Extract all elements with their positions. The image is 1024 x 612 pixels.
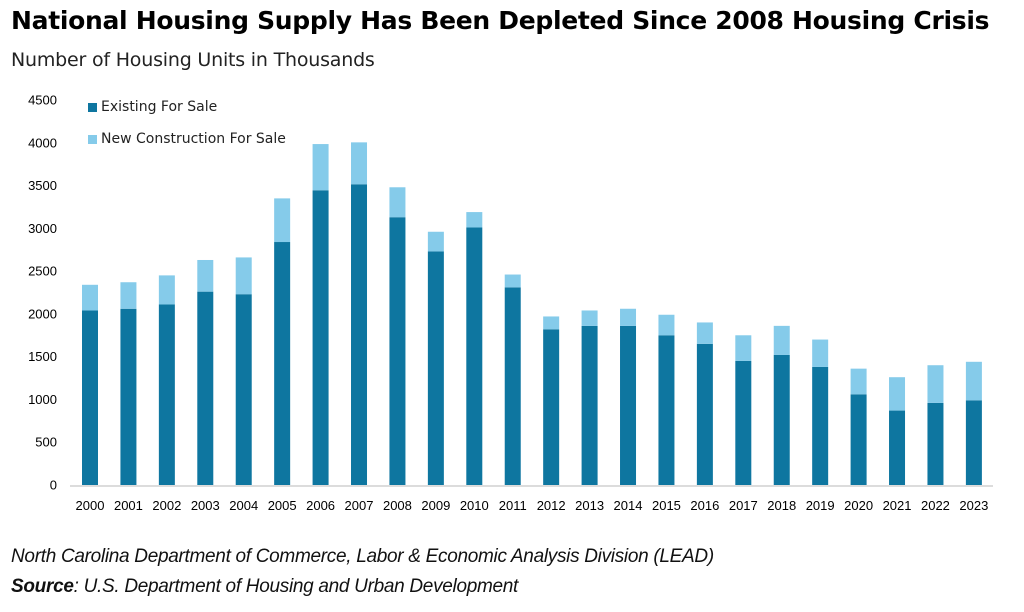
y-tick-label: 4500 [28,93,57,108]
bar-new-construction-2008 [389,187,406,218]
y-tick-label: 1500 [28,349,57,364]
x-tick-label: 2012 [537,498,566,513]
x-tick-label: 2018 [767,498,796,513]
bar-existing-2004 [235,294,252,485]
bar-new-construction-2017 [735,335,752,361]
legend-label-new-construction: New Construction For Sale [101,131,286,147]
bar-new-construction-2018 [773,325,790,355]
bar-existing-2010 [466,227,483,485]
bar-existing-2023 [965,400,982,485]
bar-new-construction-2022 [927,365,944,403]
x-tick-label: 2005 [268,498,297,513]
bar-existing-2014 [620,325,637,485]
bar-existing-2000 [82,310,98,485]
x-tick-label: 2002 [152,498,181,513]
bar-existing-2002 [158,304,175,485]
bar-new-construction-2013 [581,310,598,326]
bar-existing-2020 [850,394,867,485]
footer-attribution: North Carolina Department of Commerce, L… [11,546,714,567]
x-tick-label: 2020 [844,498,873,513]
legend: Existing For Sale New Construction For S… [88,97,286,161]
legend-label-existing: Existing For Sale [101,99,218,115]
source-label: Source [11,576,74,597]
bar-new-construction-2015 [658,314,675,336]
stacked-bar-chart: 0 500 1000 1500 2000 2500 3000 3500 4000 4500 200… [28,93,993,513]
bar-new-construction-2014 [620,308,637,326]
bar-new-construction-2006 [312,144,329,191]
bar-new-construction-2010 [466,212,483,228]
legend-item-new-construction: New Construction For Sale [88,129,286,149]
x-tick-label: 2000 [76,498,105,513]
bar-existing-2016 [696,343,713,485]
legend-swatch-existing [88,102,97,112]
y-tick-label: 0 [50,478,57,493]
x-tick-label: 2007 [345,498,374,513]
bar-new-construction-2001 [120,282,137,309]
y-tick-label: 2000 [28,306,57,321]
bar-new-construction-2019 [812,339,829,367]
source-text: : U.S. Department of Housing and Urban D… [73,576,519,597]
bar-existing-2003 [197,291,214,485]
bar-new-construction-2009 [427,231,444,252]
x-axis: 2000 2001 2002 2003 2004 2005 2006 2007 2008 2009… [76,498,989,513]
x-tick-label: 2011 [499,498,527,513]
bar-new-construction-2002 [158,275,175,305]
y-tick-label: 500 [35,435,57,450]
bar-existing-2011 [504,287,521,485]
bar-new-construction-2004 [235,257,252,295]
chart-title: National Housing Supply Has Been Deplete… [11,6,990,35]
bar-new-construction-2021 [889,377,906,411]
x-tick-label: 2022 [921,498,950,513]
x-tick-label: 2004 [229,498,258,513]
bar-existing-2008 [389,217,406,485]
y-tick-label: 2500 [28,264,57,279]
bar-existing-2006 [312,190,329,485]
x-tick-label: 2021 [883,498,912,513]
legend-swatch-new-construction [88,134,97,144]
x-tick-label: 2015 [652,498,681,513]
x-tick-label: 2016 [690,498,719,513]
y-tick-label: 3500 [28,178,57,193]
bar-existing-2022 [927,402,944,485]
chart-subtitle: Number of Housing Units in Thousands [11,49,375,71]
x-tick-label: 2013 [575,498,604,513]
bars-group [82,142,982,485]
legend-item-existing: Existing For Sale [88,97,286,117]
bar-new-construction-2007 [351,142,368,185]
bar-new-construction-2005 [274,198,291,243]
x-tick-label: 2023 [959,498,988,513]
x-tick-label: 2010 [460,498,489,513]
y-tick-label: 1000 [28,392,57,407]
bar-existing-2009 [427,251,444,485]
bar-existing-2013 [581,325,598,485]
x-tick-label: 2019 [806,498,835,513]
x-tick-label: 2003 [191,498,220,513]
bar-new-construction-2023 [965,361,982,401]
x-tick-label: 2017 [729,498,758,513]
bar-new-construction-2012 [543,316,560,330]
bar-existing-2012 [543,329,560,485]
x-tick-label: 2001 [114,498,143,513]
bar-existing-2017 [735,360,752,485]
bar-new-construction-2003 [197,259,214,292]
footer-source: Source: U.S. Department of Housing and U… [11,576,518,598]
x-tick-label: 2006 [306,498,335,513]
bar-existing-2001 [120,308,137,485]
bar-new-construction-2000 [82,284,98,311]
bar-new-construction-2016 [696,322,713,344]
y-axis: 0 500 1000 1500 2000 2500 3000 3500 4000 4500 [28,93,57,493]
y-tick-label: 3000 [28,221,57,236]
bar-new-construction-2020 [850,368,867,395]
bar-existing-2007 [351,184,368,485]
bar-existing-2019 [812,366,829,485]
bar-existing-2015 [658,335,675,485]
bar-new-construction-2011 [504,274,521,288]
bar-existing-2021 [889,410,906,485]
x-tick-label: 2014 [614,498,643,513]
x-tick-label: 2009 [421,498,450,513]
bar-existing-2018 [773,354,790,485]
bar-existing-2005 [274,242,291,485]
x-tick-label: 2008 [383,498,412,513]
y-tick-label: 4000 [28,135,57,150]
